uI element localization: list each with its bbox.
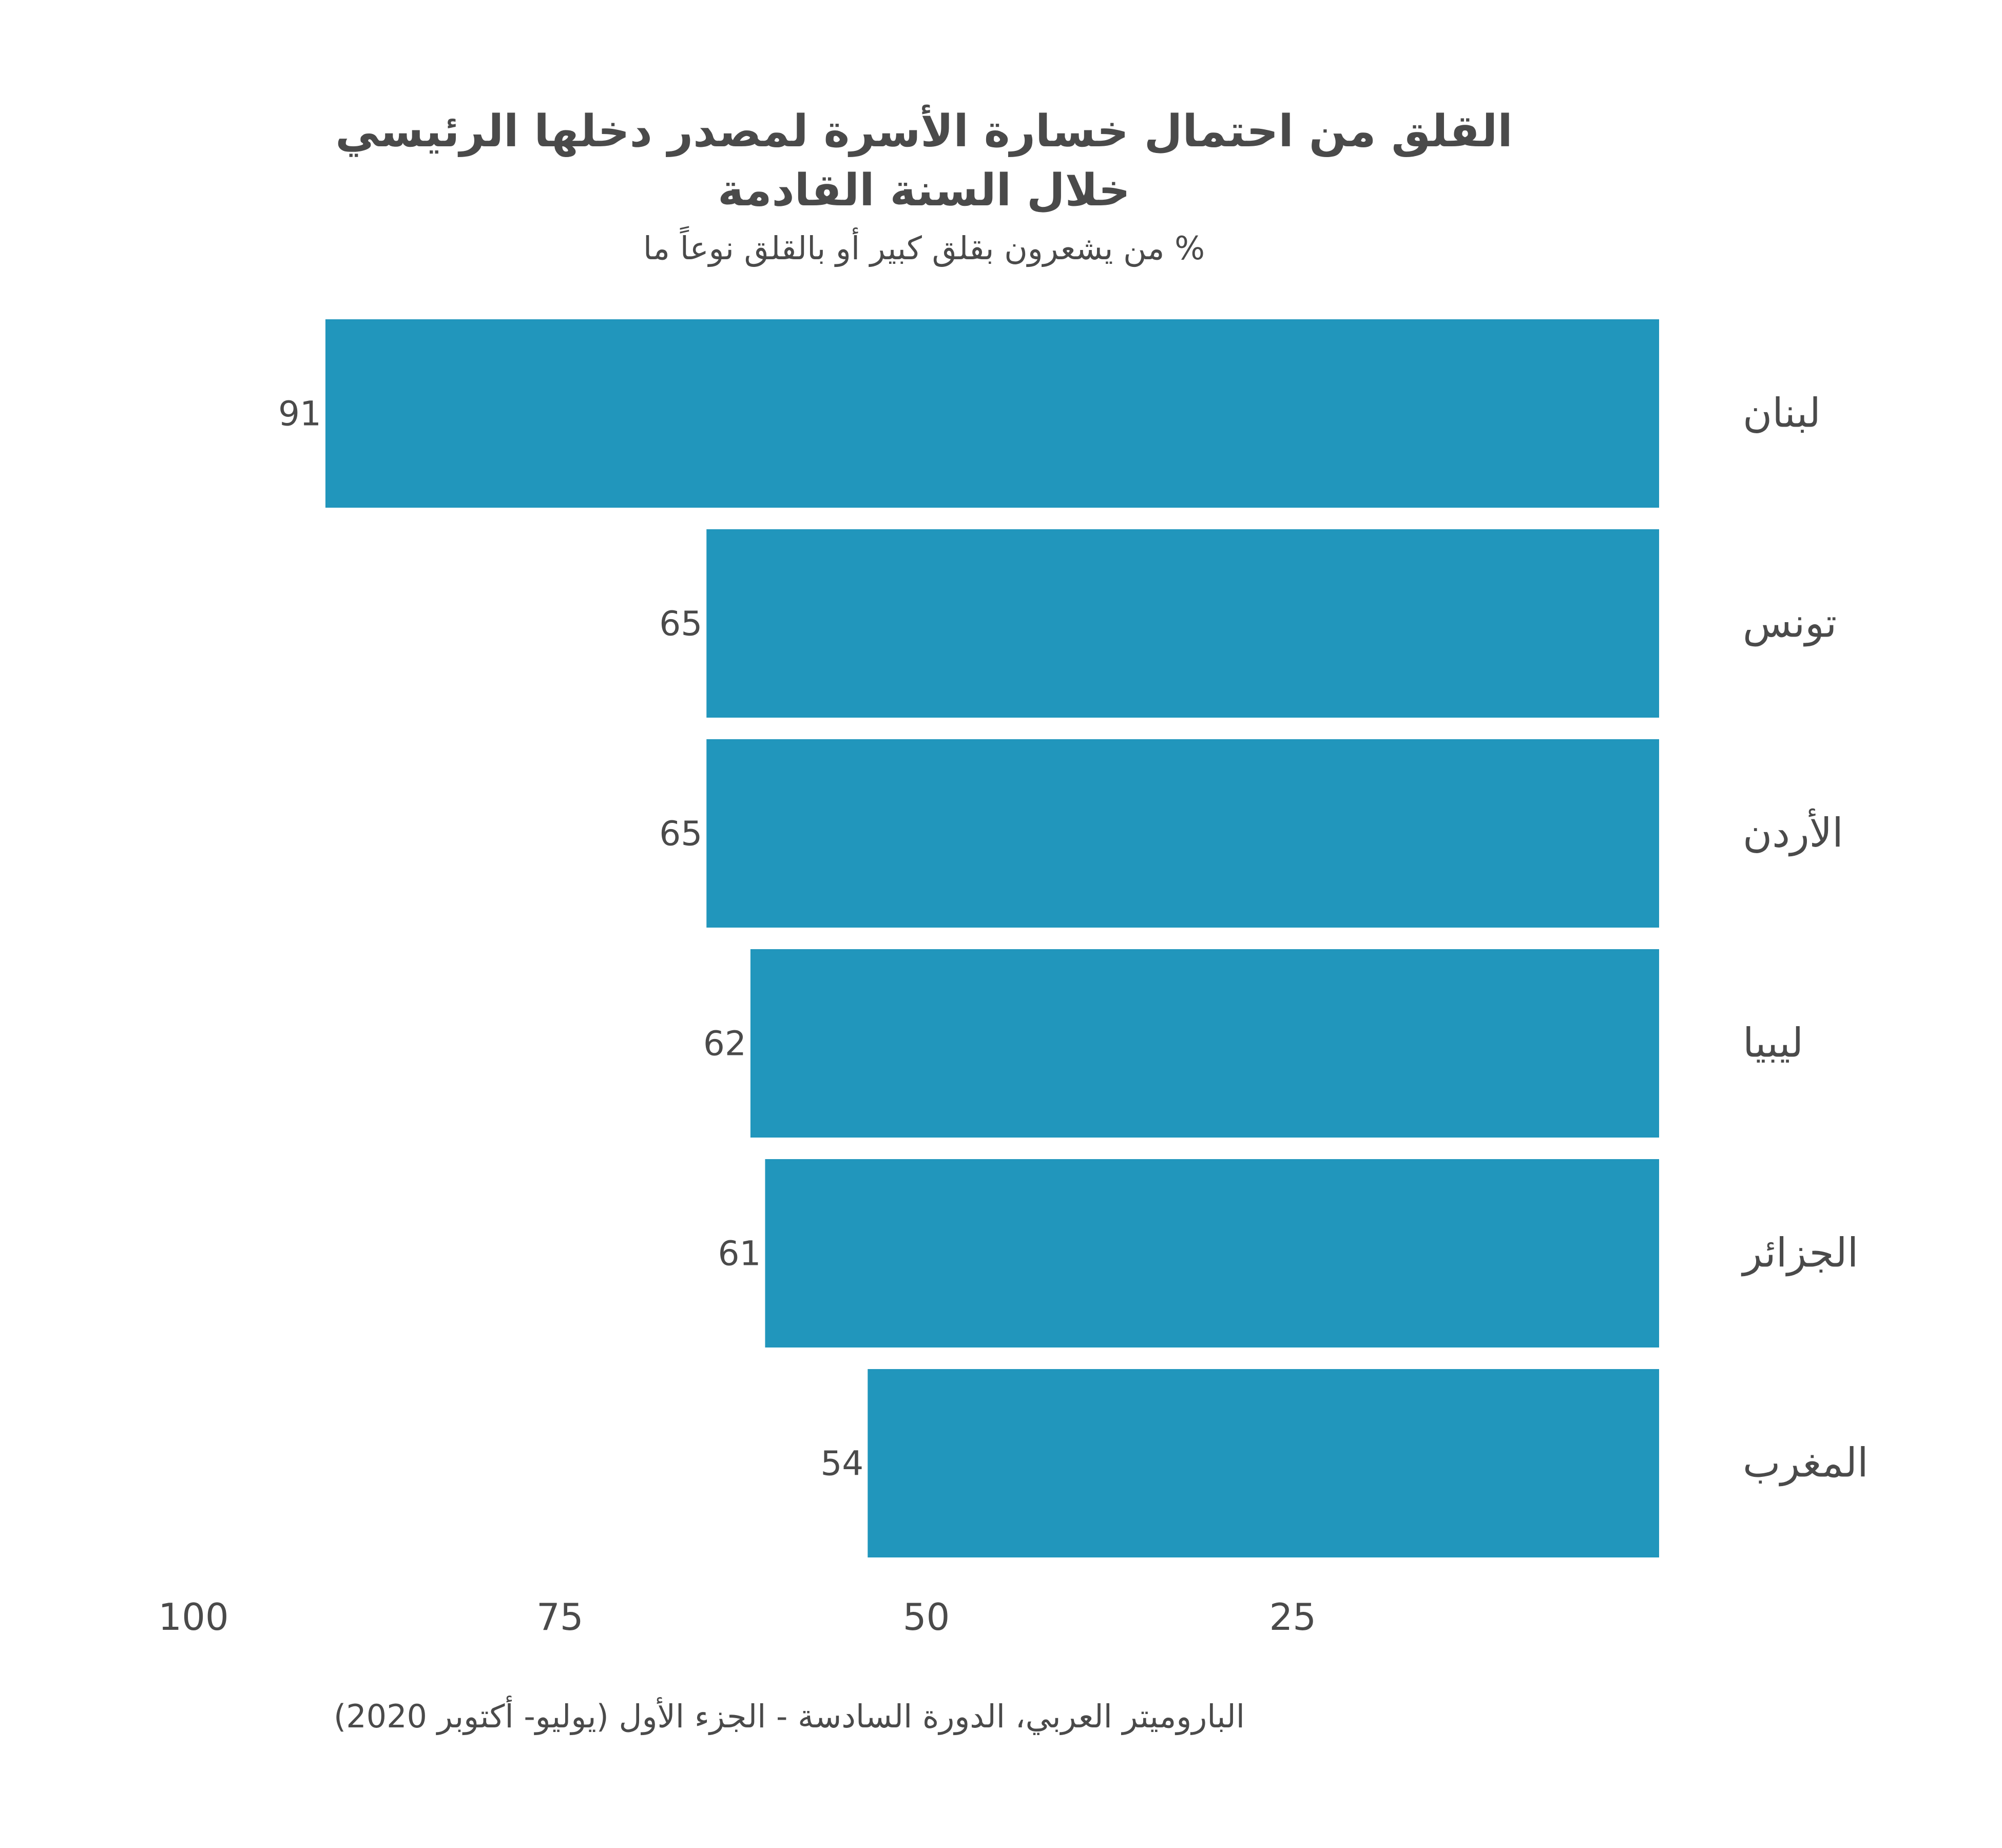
bar-3 <box>706 739 1659 928</box>
value-label-4: 62 <box>703 1024 746 1064</box>
category-label-6: المغرب <box>1743 1440 1869 1487</box>
chart-title-line-2: خلال السنة القادمة <box>718 165 1130 216</box>
x-tick-label-4: 25 <box>1269 1595 1316 1639</box>
category-label-4: ليبيا <box>1743 1021 1803 1067</box>
bars <box>325 319 1660 1557</box>
bar-5 <box>765 1159 1659 1348</box>
bar-2 <box>706 529 1659 718</box>
source-note: الباروميتر العربي، الدورة السادسة - الجز… <box>334 1696 1245 1735</box>
category-labels: لبنان تونس الأردن ليبيا الجزائر المغرب <box>1741 391 1869 1487</box>
bar-4 <box>750 949 1659 1138</box>
value-label-1: 91 <box>278 394 321 434</box>
chart-subtitle: % من يشعرون بقلق كبير أو بالقلق نوعاً ما <box>643 225 1205 267</box>
category-label-2: تونس <box>1743 601 1837 647</box>
bar-6 <box>868 1369 1659 1557</box>
x-axis: 100 75 50 25 <box>158 1595 1316 1639</box>
chart-title: القلق من احتمال خسارة الأسرة لمصدر دخلها… <box>335 105 1512 216</box>
category-label-5: الجزائر <box>1741 1230 1858 1277</box>
value-label-3: 65 <box>659 814 702 854</box>
x-tick-label-3: 50 <box>903 1595 950 1639</box>
value-label-5: 61 <box>718 1234 761 1274</box>
category-label-3: الأردن <box>1743 809 1843 857</box>
value-label-6: 54 <box>820 1444 863 1484</box>
x-tick-label-2: 75 <box>536 1595 584 1639</box>
category-label-1: لبنان <box>1743 391 1821 437</box>
value-label-2: 65 <box>659 604 702 644</box>
chart-title-line-1: القلق من احتمال خسارة الأسرة لمصدر دخلها… <box>335 105 1512 157</box>
x-tick-label-1: 100 <box>158 1595 228 1639</box>
value-labels: 91 65 65 62 61 54 <box>278 394 863 1484</box>
bar-1 <box>325 319 1660 508</box>
